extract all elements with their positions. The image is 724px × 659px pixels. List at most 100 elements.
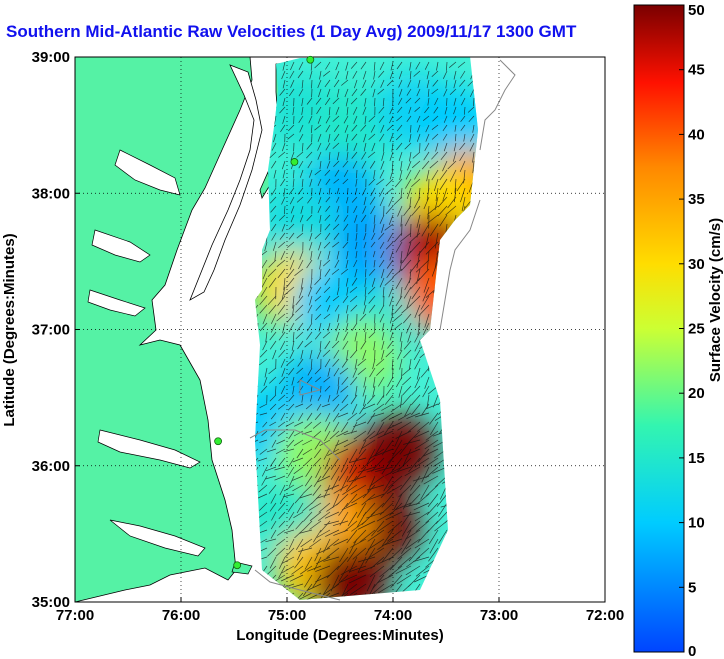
velocity-arrow xyxy=(345,259,349,269)
velocity-arrow xyxy=(336,385,340,395)
velocity-arrow xyxy=(306,592,322,600)
velocity-arrow xyxy=(319,214,322,223)
velocity-arrow xyxy=(376,421,385,436)
velocity-arrow xyxy=(379,169,385,179)
velocity-arrow xyxy=(278,394,286,402)
velocity-arrow xyxy=(391,160,394,171)
velocity-arrow xyxy=(333,133,340,142)
velocity-arrow xyxy=(325,142,331,151)
velocity-arrow xyxy=(342,178,349,185)
velocity-arrow xyxy=(324,358,331,368)
velocity-arrow xyxy=(357,556,376,563)
velocity-arrow xyxy=(404,142,412,150)
colorbar-tick-label: 15 xyxy=(688,450,705,467)
velocity-arrow xyxy=(336,88,340,98)
colorbar-tick-label: 40 xyxy=(688,126,705,143)
velocity-arrow xyxy=(293,466,304,475)
velocity-arrow xyxy=(345,97,349,107)
velocity-arrow xyxy=(381,331,385,341)
velocity-arrow xyxy=(358,565,376,573)
velocity-arrow xyxy=(364,97,367,107)
velocity-arrow xyxy=(384,394,394,405)
velocity-arrow xyxy=(398,151,403,162)
velocity-arrow xyxy=(357,520,376,530)
velocity-arrow xyxy=(333,160,340,168)
velocity-arrow xyxy=(343,169,349,177)
velocity-arrow xyxy=(400,340,403,352)
velocity-arrow xyxy=(472,160,475,174)
velocity-arrow xyxy=(345,61,349,71)
velocity-arrow xyxy=(427,205,430,220)
velocity-arrow xyxy=(290,79,295,88)
velocity-arrow xyxy=(421,466,430,483)
velocity-arrow xyxy=(388,412,403,420)
velocity-arrow xyxy=(402,394,412,406)
velocity-arrow xyxy=(324,79,331,88)
velocity-arrow xyxy=(399,331,403,342)
velocity-arrow xyxy=(314,547,322,562)
velocity-arrow xyxy=(324,214,331,221)
velocity-arrow xyxy=(428,529,439,545)
velocity-arrow xyxy=(433,106,439,114)
velocity-arrow xyxy=(333,79,340,88)
velocity-arrow xyxy=(278,331,286,341)
velocity-arrow xyxy=(381,493,394,508)
velocity-arrow xyxy=(311,313,313,324)
velocity-arrow xyxy=(327,322,331,332)
velocity-arrow xyxy=(400,232,412,242)
velocity-arrow xyxy=(300,277,304,290)
velocity-arrow xyxy=(367,493,385,501)
velocity-arrow xyxy=(286,358,295,366)
velocity-arrow xyxy=(334,169,340,177)
velocity-arrow xyxy=(447,196,457,209)
velocity-arrow xyxy=(314,412,322,421)
velocity-arrow xyxy=(364,115,367,125)
velocity-arrow xyxy=(384,223,394,231)
velocity-arrow xyxy=(424,61,430,70)
velocity-arrow xyxy=(406,412,421,420)
velocity-arrow xyxy=(440,151,448,161)
velocity-arrow xyxy=(394,304,403,314)
velocity-arrow xyxy=(265,538,277,543)
velocity-arrow xyxy=(326,160,331,169)
velocity-arrow xyxy=(417,124,421,133)
velocity-arrow xyxy=(401,367,412,376)
velocity-arrow xyxy=(394,178,403,188)
velocity-arrow xyxy=(388,565,403,577)
velocity-arrow xyxy=(302,520,313,531)
velocity-arrow xyxy=(353,259,358,268)
velocity-arrow xyxy=(401,250,412,264)
velocity-arrow xyxy=(380,160,385,170)
velocity-arrow xyxy=(289,349,295,359)
velocity-arrow xyxy=(269,340,277,350)
velocity-arrow xyxy=(355,241,358,250)
velocity-arrow xyxy=(292,295,295,309)
velocity-arrow xyxy=(467,106,475,113)
velocity-arrow xyxy=(296,538,304,550)
velocity-arrow xyxy=(280,178,286,187)
velocity-arrow xyxy=(309,178,313,187)
velocity-arrow xyxy=(276,538,286,546)
velocity-arrow xyxy=(395,133,403,141)
velocity-arrow xyxy=(366,448,376,465)
velocity-arrow xyxy=(329,430,340,440)
velocity-arrow xyxy=(366,466,385,473)
velocity-cell xyxy=(312,87,389,164)
velocity-arrow xyxy=(283,484,295,492)
y-tick-label: 35:00 xyxy=(32,594,70,611)
velocity-arrow xyxy=(295,403,304,408)
velocity-arrow xyxy=(323,313,331,320)
velocity-arrow xyxy=(300,538,313,548)
velocity-arrow xyxy=(292,331,295,343)
velocity-arrow xyxy=(393,313,403,322)
velocity-arrow xyxy=(415,412,430,418)
velocity-arrow xyxy=(351,277,358,286)
velocity-arrow xyxy=(395,277,403,289)
velocity-arrow xyxy=(325,196,331,203)
velocity-arrow xyxy=(295,304,304,313)
velocity-arrow xyxy=(361,214,367,223)
velocity-arrow xyxy=(370,187,376,197)
velocity-arrow xyxy=(311,493,322,505)
velocity-arrow xyxy=(411,385,421,396)
velocity-arrow xyxy=(347,511,358,527)
